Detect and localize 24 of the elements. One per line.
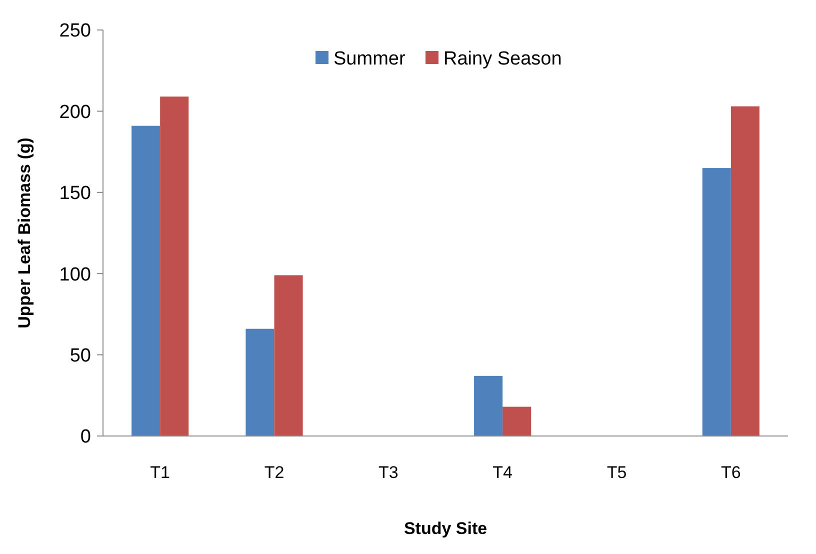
x-tick-label: T4 xyxy=(492,463,513,482)
bar xyxy=(502,406,532,436)
bar xyxy=(274,275,303,436)
bar xyxy=(160,96,189,436)
x-tick-label: T5 xyxy=(606,463,627,482)
legend-label: Summer xyxy=(334,48,406,70)
bar xyxy=(132,126,160,436)
x-tick-label: T1 xyxy=(150,463,170,482)
y-tick-label: 50 xyxy=(70,345,91,366)
y-tick-label: 150 xyxy=(59,183,91,204)
x-axis-title: Study Site xyxy=(404,519,488,538)
y-axis-title: Upper Leaf Biomass (g) xyxy=(15,138,34,328)
x-tick-label: T6 xyxy=(720,463,741,482)
x-tick-label: T2 xyxy=(264,463,284,482)
y-tick-label: 100 xyxy=(59,264,91,286)
y-tick-label: 200 xyxy=(59,102,91,123)
bar xyxy=(730,106,760,436)
bar xyxy=(474,376,503,436)
bar xyxy=(702,168,731,436)
legend-label: Rainy Season xyxy=(444,48,562,70)
y-tick-label: 0 xyxy=(80,426,91,448)
y-tick-label: 250 xyxy=(59,20,91,42)
x-tick-label: T3 xyxy=(378,463,398,482)
bar xyxy=(246,328,274,436)
